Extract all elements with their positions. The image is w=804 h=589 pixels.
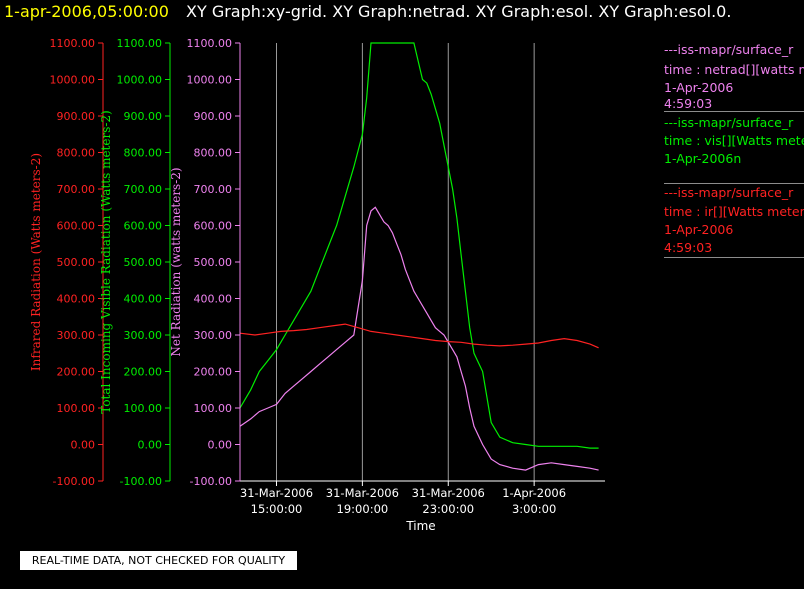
legend-ir-time: 4:59:03 xyxy=(664,240,713,255)
y-tick-label: 900.00 xyxy=(194,110,233,123)
y-tick-label: 400.00 xyxy=(57,293,96,306)
y-tick-label: 400.00 xyxy=(124,293,163,306)
y-tick-label: 800.00 xyxy=(57,147,96,160)
y-tick-label: 100.00 xyxy=(124,402,163,415)
x-tick-label: 1-Apr-2006 xyxy=(502,486,566,500)
y-tick-label: 300.00 xyxy=(124,329,163,342)
y-axis-label: Total Incoming Visible Radiation (Watts … xyxy=(99,110,113,414)
x-tick-label: 23:00:00 xyxy=(422,502,474,516)
series-net-radiation xyxy=(239,206,599,471)
x-axis-label: Time xyxy=(405,519,435,533)
quality-notice: REAL-TIME DATA, NOT CHECKED FOR QUALITY xyxy=(20,551,297,570)
legend-netrad-var: time : netrad[][watts me xyxy=(664,62,804,77)
y-tick-label: 100.00 xyxy=(194,402,233,415)
y-tick-label: 500.00 xyxy=(57,256,96,269)
x-tick-label: 19:00:00 xyxy=(337,502,389,516)
legend-vis-source: ---iss-mapr/surface_r xyxy=(664,115,794,130)
legend-vis-var: time : vis[][Watts mete xyxy=(664,133,804,148)
y-tick-label: 1000.00 xyxy=(117,74,163,87)
series-infrared-radiation xyxy=(239,323,599,349)
y-tick-label: 600.00 xyxy=(57,220,96,233)
y-tick-label: -100.00 xyxy=(120,475,162,488)
y-axis-label: Net Radiation (watts meters-2) xyxy=(169,167,183,356)
x-tick-label: 31-Mar-2006 xyxy=(412,486,485,500)
legend-divider xyxy=(664,257,804,258)
legend-divider xyxy=(664,111,804,112)
y-tick-label: 500.00 xyxy=(194,256,233,269)
y-tick-label: 500.00 xyxy=(124,256,163,269)
graph-titles: XY Graph:xy-grid. XY Graph:netrad. XY Gr… xyxy=(186,2,732,21)
legend-vis-date: 1-Apr-2006n xyxy=(664,151,742,166)
y-tick-label: 600.00 xyxy=(194,220,233,233)
y-tick-label: 300.00 xyxy=(57,329,96,342)
legend-ir-source: ---iss-mapr/surface_r xyxy=(664,185,794,200)
x-tick-label: 31-Mar-2006 xyxy=(326,486,399,500)
y-tick-label: 800.00 xyxy=(194,147,233,160)
x-tick-label: 3:00:00 xyxy=(512,502,556,516)
y-tick-label: 0.00 xyxy=(71,439,96,452)
y-tick-label: 1100.00 xyxy=(50,37,96,50)
y-tick-label: 1100.00 xyxy=(117,37,163,50)
legend-netrad-time: 4:59:03 xyxy=(664,96,713,111)
y-tick-label: 400.00 xyxy=(194,293,233,306)
legend-divider xyxy=(664,183,804,184)
series-layer xyxy=(239,42,599,471)
y-tick-label: -100.00 xyxy=(53,475,95,488)
y-axis-label: Infrared Radiation (Watts meters-2) xyxy=(29,153,43,371)
x-tick-label: 31-Mar-2006 xyxy=(240,486,313,500)
grid-lines xyxy=(276,43,535,481)
y-tick-label: 900.00 xyxy=(57,110,96,123)
y-tick-label: 200.00 xyxy=(194,366,233,379)
y-tick-label: 600.00 xyxy=(124,220,163,233)
y-tick-label: 0.00 xyxy=(208,439,233,452)
y-tick-label: 900.00 xyxy=(124,110,163,123)
y-tick-label: 1000.00 xyxy=(187,74,233,87)
y-tick-label: 800.00 xyxy=(124,147,163,160)
graph-date: 1-apr-2006,05:00:00 xyxy=(4,2,169,21)
y-tick-label: 700.00 xyxy=(194,183,233,196)
legend-ir-date: 1-Apr-2006 xyxy=(664,222,734,237)
y-tick-label: 200.00 xyxy=(124,366,163,379)
axes: 31-Mar-2006 15:00:00 31-Mar-2006 19:00:00 31… xyxy=(29,37,605,516)
series-visible-radiation xyxy=(239,42,599,449)
y-tick-label: 0.00 xyxy=(138,439,163,452)
y-tick-label: 700.00 xyxy=(124,183,163,196)
y-tick-label: 300.00 xyxy=(194,329,233,342)
y-tick-label: 100.00 xyxy=(57,402,96,415)
legend-netrad-date: 1-Apr-2006 xyxy=(664,80,734,95)
y-tick-label: 1100.00 xyxy=(187,37,233,50)
y-tick-label: -100.00 xyxy=(190,475,232,488)
y-tick-label: 200.00 xyxy=(57,366,96,379)
y-tick-label: 1000.00 xyxy=(50,74,96,87)
x-tick-label: 15:00:00 xyxy=(251,502,303,516)
y-tick-label: 700.00 xyxy=(57,183,96,196)
legend-netrad-source: ---iss-mapr/surface_r xyxy=(664,42,794,57)
legend-ir-var: time : ir[][Watts meters xyxy=(664,204,804,219)
